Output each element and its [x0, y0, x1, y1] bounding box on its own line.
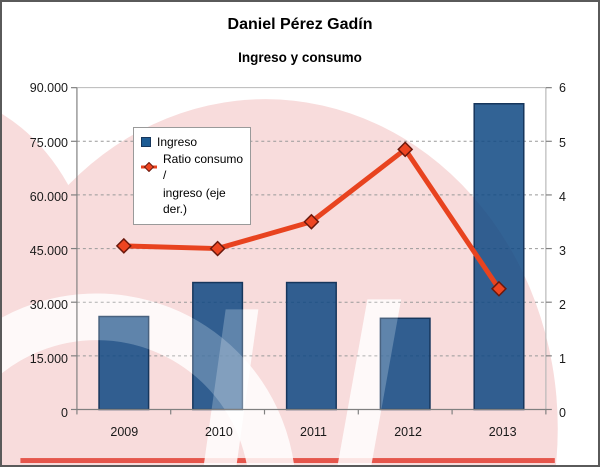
y-axis-right-tick-label: 6: [559, 81, 566, 96]
legend-line-swatch-icon: [141, 162, 157, 173]
ratio-marker-2012: [397, 141, 414, 158]
y-axis-right-tick-label: 3: [559, 243, 566, 258]
bar-2011: [285, 281, 337, 411]
legend-bar-swatch-icon: [141, 137, 151, 148]
x-axis-category-label: 2013: [488, 425, 517, 439]
y-axis-right-tick-label: 1: [559, 351, 566, 366]
y-axis-left-tick-label: 90.000: [29, 81, 68, 96]
x-axis-category-label: 2012: [394, 425, 422, 439]
ratio-marker-2011: [303, 213, 320, 230]
x-axis-category-label: 2011: [300, 425, 327, 439]
chart-subtitle: Ingreso y consumo: [238, 50, 362, 65]
ratio-marker-2010: [209, 240, 226, 257]
legend-ingreso-label: Ingreso: [157, 135, 198, 149]
legend-ratio-label-line2: ingreso (eje der.): [163, 185, 226, 216]
ratio-marker-2009: [115, 237, 132, 254]
y-axis-left-tick-label: 15.000: [29, 351, 68, 366]
legend-item-ratio-cont: ingreso (eje der.): [141, 185, 244, 217]
y-axis-left-tick-label: 45.000: [29, 243, 68, 258]
chart-title: Daniel Pérez Gadín: [227, 16, 373, 33]
y-axis-right-tick-label: 4: [559, 189, 566, 204]
x-axis-category-label: 2010: [204, 425, 233, 439]
y-axis-right-tick-label: 5: [559, 135, 566, 150]
y-axis-left-tick-label: 60.000: [29, 189, 68, 204]
bar-2009: [98, 315, 150, 411]
ratio-marker-2013: [490, 280, 507, 297]
watermark-blob-left: [2, 113, 97, 465]
watermark-arc-under: [2, 293, 295, 465]
bar-2013: [473, 103, 525, 411]
legend-item-ratio: Ratio consumo /: [141, 151, 244, 183]
legend: Ingreso Ratio consumo / ingreso (eje der…: [133, 127, 251, 225]
y-axis-left-tick-label: 75.000: [29, 135, 68, 150]
x-axis-category-label: 2009: [110, 425, 139, 439]
y-axis-right-tick-label: 2: [559, 297, 566, 312]
watermark-stripe2-over: [337, 299, 402, 465]
legend-ratio-label-line1: Ratio consumo /: [163, 152, 244, 183]
legend-item-ingreso: Ingreso: [141, 134, 244, 150]
y-axis-right-tick-label: 0: [559, 406, 566, 420]
watermark-arc-over: [2, 293, 295, 465]
y-axis-left-tick-label: 30.000: [29, 297, 68, 312]
y-axis-left-tick-label: 0: [61, 406, 68, 420]
watermark-stripe1-over: [203, 309, 259, 465]
